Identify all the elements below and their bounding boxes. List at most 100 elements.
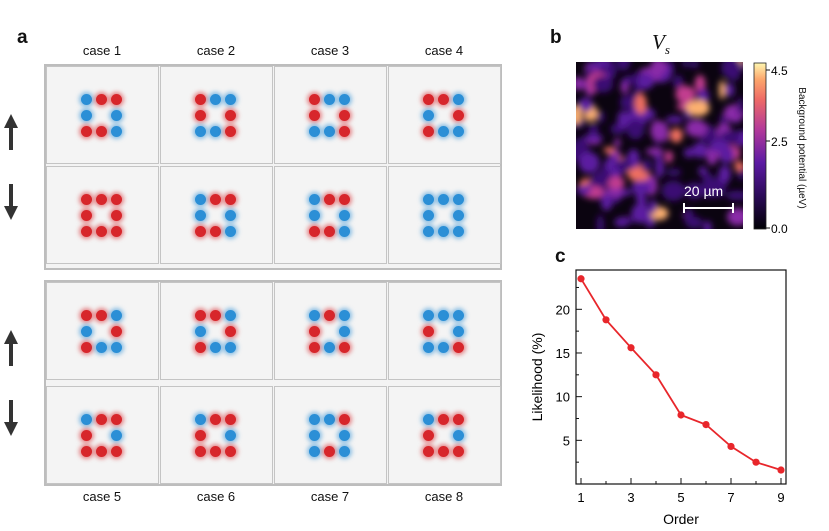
potential-blob [592, 75, 614, 93]
potential-blob [613, 138, 621, 147]
dot [195, 414, 206, 425]
dot [453, 430, 464, 441]
dot [81, 110, 92, 121]
potential-blob [682, 62, 689, 68]
dot [111, 126, 122, 137]
dot [309, 194, 320, 205]
dot [81, 94, 92, 105]
x-tick-label: 1 [577, 490, 584, 505]
dot [210, 446, 221, 457]
map-title: Vs [652, 30, 670, 58]
potential-blob [601, 193, 613, 211]
dot [324, 94, 335, 105]
dot [453, 194, 464, 205]
dot [309, 414, 320, 425]
dot [111, 226, 122, 237]
dot [339, 446, 350, 457]
dot [453, 446, 464, 457]
scalebar-label: 20 µm [684, 183, 723, 199]
panel-a-letter: a [17, 27, 28, 48]
case-label: case 7 [310, 489, 350, 504]
dot [453, 126, 464, 137]
dot [423, 326, 434, 337]
dot [111, 310, 122, 321]
data-point [702, 421, 710, 429]
potential-blob [583, 134, 603, 142]
dot [339, 310, 350, 321]
dot [111, 94, 122, 105]
dot [195, 326, 206, 337]
dot-cell [274, 66, 387, 164]
down-arrow-icon [4, 184, 18, 220]
dot [210, 126, 221, 137]
dot [453, 210, 464, 221]
down-arrow-icon [4, 400, 18, 436]
dot [309, 210, 320, 221]
dot [225, 94, 236, 105]
dot-cell [388, 166, 501, 264]
potential-blob [664, 150, 673, 163]
dot [96, 342, 107, 353]
case-label: case 5 [82, 489, 122, 504]
dot [339, 226, 350, 237]
dot [438, 310, 449, 321]
x-tick-label: 7 [727, 490, 734, 505]
dot [309, 226, 320, 237]
potential-blob [708, 140, 730, 153]
panel-b-letter: b [550, 27, 562, 48]
potential-blob [576, 185, 592, 195]
potential-blob [672, 75, 684, 89]
dot [309, 94, 320, 105]
x-axis-label: Order [663, 511, 699, 527]
data-point [577, 275, 585, 283]
potential-blob [683, 147, 695, 158]
dot [81, 126, 92, 137]
dot [96, 226, 107, 237]
potential-blob [576, 105, 583, 125]
dot [423, 342, 434, 353]
potential-blob [576, 137, 588, 153]
dot [111, 326, 122, 337]
dot [309, 110, 320, 121]
dot-cell [46, 166, 159, 264]
up-arrow-icon [4, 114, 18, 150]
dot [309, 326, 320, 337]
dot [423, 310, 434, 321]
case-label: case 4 [424, 43, 464, 58]
potential-blob [684, 182, 704, 200]
data-point [602, 316, 610, 324]
dot [111, 194, 122, 205]
potential-blob [692, 142, 708, 158]
potential-blob [698, 166, 707, 176]
potential-blob [635, 93, 647, 115]
dot [81, 194, 92, 205]
dot [111, 414, 122, 425]
dot [324, 194, 335, 205]
dot [309, 126, 320, 137]
dot [195, 194, 206, 205]
y-tick-label: 5 [563, 433, 570, 448]
dot [453, 326, 464, 337]
dot [324, 342, 335, 353]
potential-blob [576, 76, 585, 91]
potential-blob [603, 146, 616, 154]
dot-cell [388, 66, 501, 164]
potential-blob [727, 207, 743, 226]
potential-blob [637, 73, 655, 90]
dot [225, 430, 236, 441]
dot [324, 310, 335, 321]
up-arrow-icon [4, 330, 18, 366]
potential-blob [648, 199, 657, 214]
dot [438, 226, 449, 237]
dot-cell [388, 282, 501, 380]
dot-cell [160, 386, 273, 484]
likelihood-chart: 1 3 5 7 9 5 10 15 20 Order Likelihood (%) [529, 269, 787, 527]
case-label: case 3 [310, 43, 350, 58]
dot [423, 414, 434, 425]
potential-blob [586, 62, 607, 68]
dot [339, 342, 350, 353]
dot-cell [46, 282, 159, 380]
potential-blob [718, 165, 731, 184]
dot [225, 342, 236, 353]
dot [195, 226, 206, 237]
